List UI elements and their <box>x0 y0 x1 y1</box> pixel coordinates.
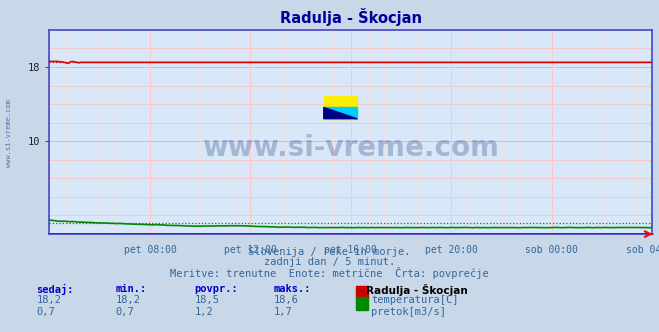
Text: 0,7: 0,7 <box>36 307 55 317</box>
Text: 18,5: 18,5 <box>194 295 219 305</box>
Text: pretok[m3/s]: pretok[m3/s] <box>371 307 446 317</box>
Text: sedaj:: sedaj: <box>36 284 74 295</box>
Text: pet 20:00: pet 20:00 <box>425 245 478 255</box>
Text: min.:: min.: <box>115 284 146 294</box>
Title: Radulja - Škocjan: Radulja - Škocjan <box>280 8 422 26</box>
Bar <box>324 96 357 119</box>
Text: sob 00:00: sob 00:00 <box>525 245 579 255</box>
Text: Meritve: trenutne  Enote: metrične  Črta: povprečje: Meritve: trenutne Enote: metrične Črta: … <box>170 267 489 279</box>
Text: 1,2: 1,2 <box>194 307 213 317</box>
Text: pet 12:00: pet 12:00 <box>224 245 277 255</box>
Text: povpr.:: povpr.: <box>194 284 238 294</box>
Text: Radulja - Škocjan: Radulja - Škocjan <box>366 284 467 296</box>
Text: pet 16:00: pet 16:00 <box>324 245 378 255</box>
Polygon shape <box>324 108 357 119</box>
Text: 1,7: 1,7 <box>273 307 292 317</box>
Text: www.si-vreme.com: www.si-vreme.com <box>5 99 12 167</box>
Text: www.si-vreme.com: www.si-vreme.com <box>202 134 500 162</box>
Text: temperatura[C]: temperatura[C] <box>371 295 459 305</box>
Text: sob 04:00: sob 04:00 <box>626 245 659 255</box>
Text: 18,2: 18,2 <box>115 295 140 305</box>
Text: Slovenija / reke in morje.: Slovenija / reke in morje. <box>248 247 411 257</box>
Polygon shape <box>324 108 357 119</box>
Text: zadnji dan / 5 minut.: zadnji dan / 5 minut. <box>264 257 395 267</box>
Text: pet 08:00: pet 08:00 <box>123 245 177 255</box>
Text: 18,2: 18,2 <box>36 295 61 305</box>
Text: 18,6: 18,6 <box>273 295 299 305</box>
Text: maks.:: maks.: <box>273 284 311 294</box>
Text: 0,7: 0,7 <box>115 307 134 317</box>
